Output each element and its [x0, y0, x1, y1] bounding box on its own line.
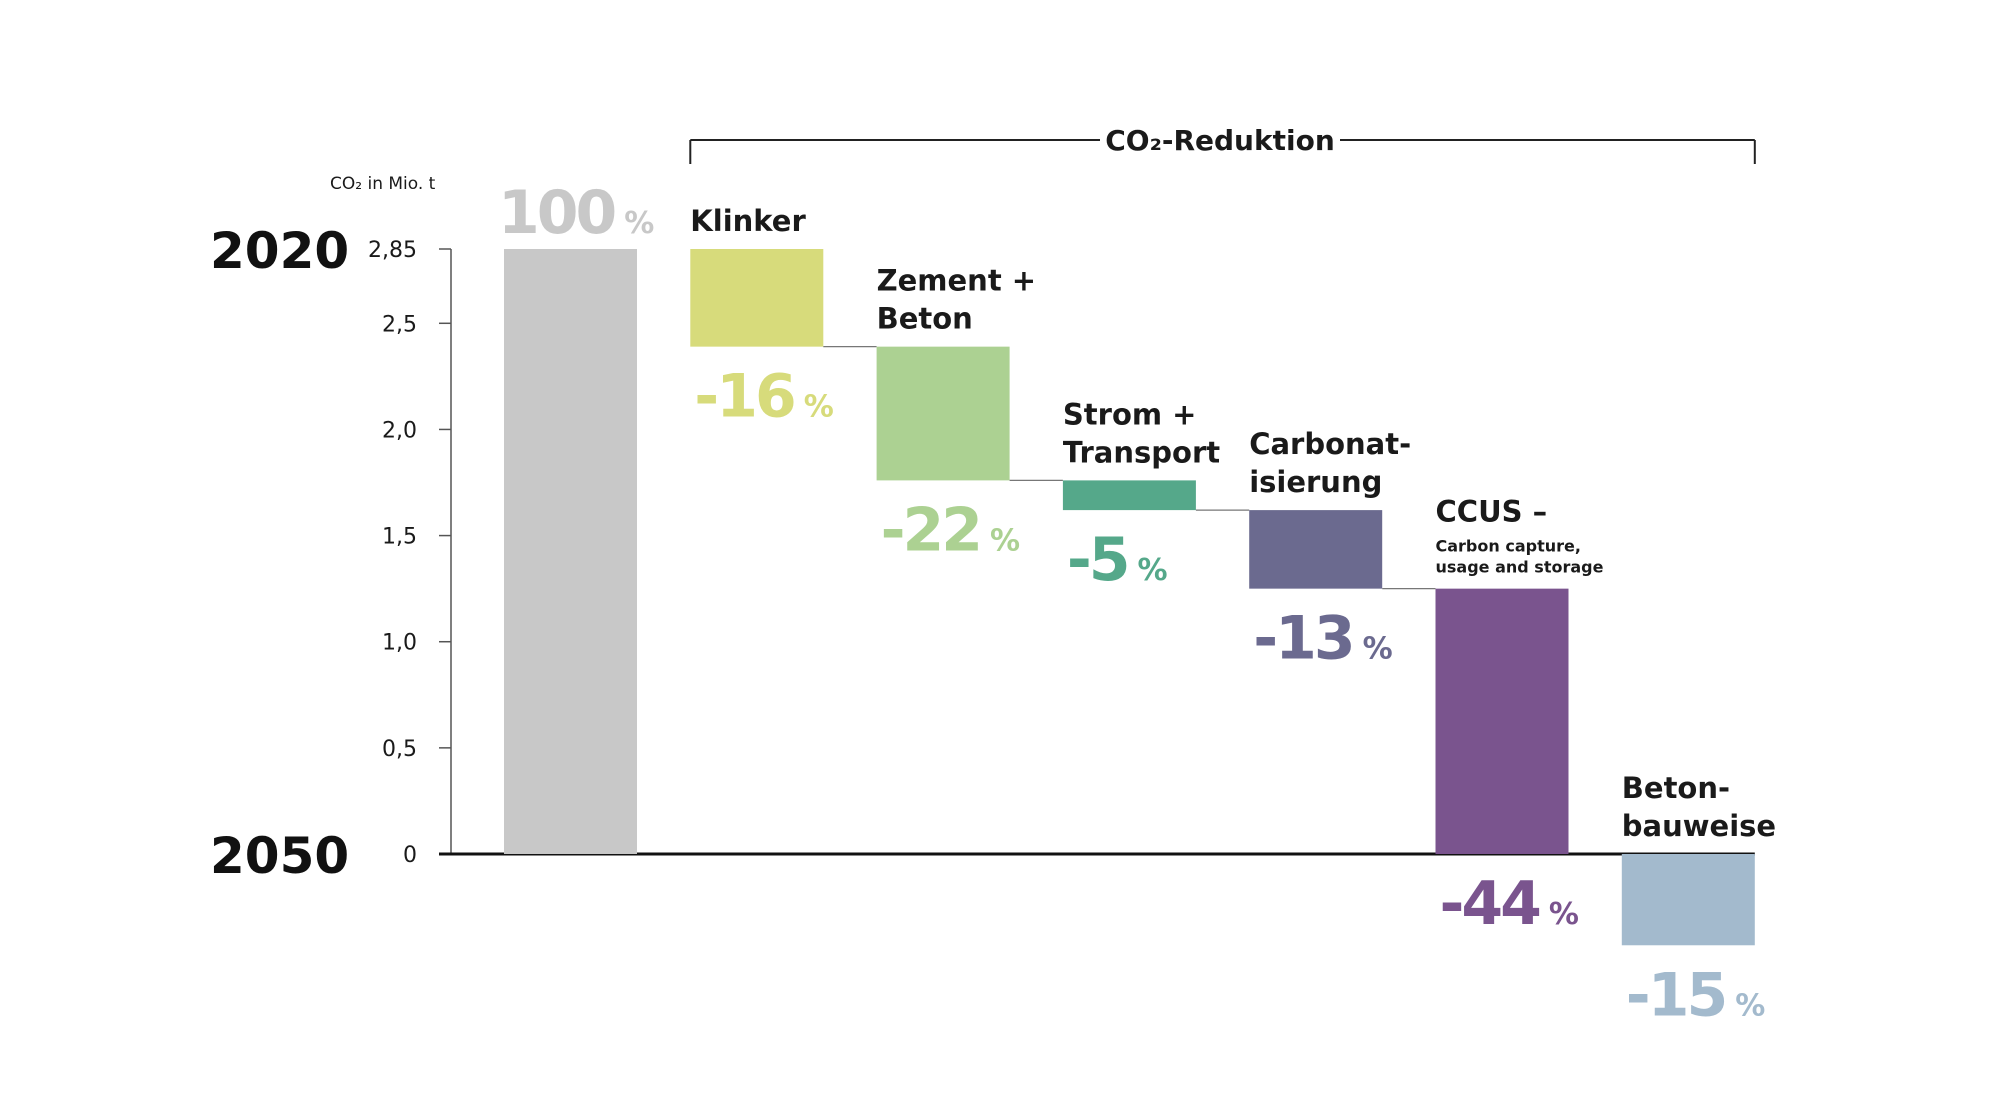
category-label: Transport — [1063, 435, 1220, 469]
category-label: Klinker — [690, 204, 806, 238]
percent-sign: % — [990, 523, 1020, 558]
percent-sign: % — [1735, 988, 1765, 1023]
bar — [690, 249, 824, 347]
category-label: CCUS – — [1436, 495, 1548, 529]
percent-sign: % — [624, 206, 654, 241]
bar — [876, 346, 1010, 481]
y-tick-label: 2,0 — [382, 418, 417, 443]
bar — [1435, 588, 1569, 854]
category-sublabel: usage and storage — [1436, 558, 1604, 577]
percent-label: -15% — [1626, 960, 1765, 1030]
bar — [504, 249, 637, 854]
percent-value: -13 — [1253, 604, 1352, 674]
percent-label: 100% — [498, 178, 654, 248]
category-label: Carbonat- — [1249, 427, 1411, 461]
year-label-top: 2020 — [210, 222, 349, 280]
percent-value: -5 — [1067, 525, 1128, 595]
bracket-title: CO₂-Reduktion — [1105, 124, 1335, 157]
percent-sign: % — [1138, 553, 1168, 588]
percent-label: -44% — [1440, 869, 1579, 939]
category-label: bauweise — [1622, 809, 1776, 843]
percent-label: -13% — [1253, 604, 1392, 674]
y-tick-label: 0 — [403, 843, 417, 868]
percent-value: -15 — [1626, 960, 1725, 1030]
labels: CO₂ in Mio. t 2020 2050 100% Klinker -16 % Zeme… — [210, 124, 1776, 1030]
category-label: Strom + — [1063, 397, 1197, 431]
bar — [1249, 510, 1383, 589]
percent-label: -5% — [1067, 525, 1168, 595]
y-axis-unit-label: CO₂ in Mio. t — [330, 174, 436, 194]
category-label: Zement + — [877, 264, 1037, 298]
category-label: Beton — [877, 302, 973, 336]
bar — [1621, 854, 1755, 946]
category-label: isierung — [1249, 465, 1382, 499]
y-tick-label: 2,85 — [368, 238, 417, 263]
y-tick-label: 1,5 — [382, 525, 417, 550]
y-tick-label: 2,5 — [382, 312, 417, 337]
percent-value: -16 — [694, 362, 794, 432]
category-label: Beton- — [1622, 771, 1730, 805]
percent-value: -44 — [1440, 869, 1540, 939]
bars — [504, 249, 1755, 946]
percent-label: -22% — [881, 495, 1020, 565]
category-sublabel: Carbon capture, — [1436, 537, 1581, 556]
y-tick-label: 1,0 — [382, 631, 417, 656]
bar — [1062, 480, 1196, 511]
percent-value: 100 — [498, 178, 614, 248]
percent-sign: % — [804, 390, 834, 425]
percent-sign: % — [1549, 897, 1579, 932]
percent-value: -22 — [881, 495, 980, 565]
percent-label: -16% — [694, 362, 833, 432]
percent-sign: % — [1363, 632, 1393, 667]
y-tick-label: 0,5 — [382, 737, 417, 762]
year-label-bottom: 2050 — [210, 827, 349, 885]
